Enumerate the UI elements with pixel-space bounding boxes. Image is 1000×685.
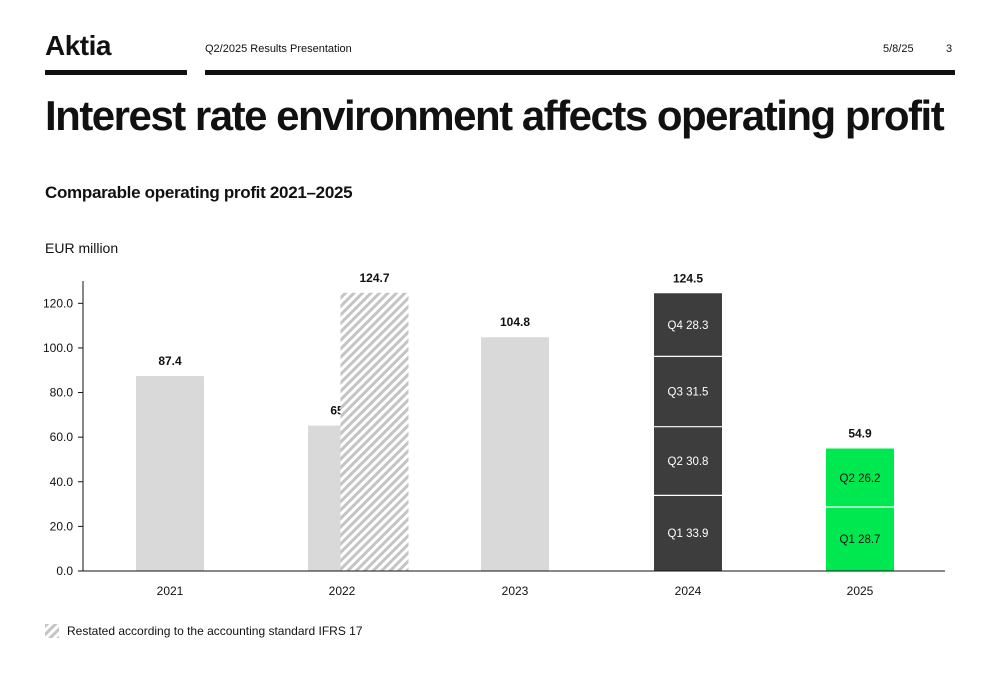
presentation-date: 5/8/25 [883, 43, 914, 55]
x-tick-label-2024: 2024 [675, 584, 702, 598]
total-label-2021-plain: 87.4 [158, 354, 182, 368]
total-label-2023-plain: 104.8 [500, 315, 530, 329]
segment-label-2024-3: Q4 28.3 [668, 320, 709, 332]
x-tick-label-2022: 2022 [329, 584, 356, 598]
bar-2023-plain-seg-0 [481, 337, 549, 571]
y-tick-label-5: 100.0 [43, 341, 73, 355]
segment-label-2025-0: Q1 28.7 [840, 534, 881, 546]
x-tick-label-2023: 2023 [502, 584, 529, 598]
total-label-2022-restated: 124.7 [359, 271, 389, 285]
axis-layer: 0.0 20.0 40.0 60.0 80.0 100.0 120.0 2021 2022 202… [43, 281, 945, 598]
segment-label-2024-2: Q3 31.5 [668, 387, 709, 399]
restated-hatch-swatch [45, 624, 59, 638]
header-rule-right [205, 70, 955, 75]
page-number: 3 [946, 43, 953, 55]
y-tick-label-1: 20.0 [50, 519, 74, 533]
bar-2025-green-seg-0 [826, 506, 894, 571]
y-tick-label-2: 40.0 [50, 475, 74, 489]
x-tick-label-2025: 2025 [847, 584, 874, 598]
chart-title: Comparable operating profit 2021–2025 [45, 183, 353, 202]
bar-2024-dark-seg-3 [654, 293, 722, 357]
total-label-2024-dark: 124.5 [673, 271, 703, 285]
presentation-title: Q2/2025 Results Presentation [205, 43, 352, 55]
bar-2021-plain-seg-0 [136, 376, 204, 571]
slide-headline: Interest rate environment affects operat… [45, 92, 945, 139]
y-tick-label-0: 0.0 [56, 564, 73, 578]
bar-2024-dark-seg-2 [654, 356, 722, 427]
header-rule-left [45, 70, 187, 75]
segment-label-2024-0: Q1 33.9 [668, 528, 709, 540]
bar-2025-green-seg-1 [826, 448, 894, 507]
bar-2024-dark-seg-1 [654, 426, 722, 496]
bar-2024-dark-seg-0 [654, 495, 722, 571]
y-axis-unit: EUR million [45, 240, 119, 256]
segment-label-2024-1: Q2 30.8 [668, 456, 709, 468]
bar-2022-restated-seg-0 [340, 292, 409, 571]
y-tick-label-3: 60.0 [50, 430, 74, 444]
legend: Restated according to the accounting sta… [45, 624, 363, 638]
x-tick-label-2021: 2021 [157, 584, 184, 598]
segment-label-2025-1: Q2 26.2 [840, 473, 881, 485]
total-label-2025-green: 54.9 [848, 427, 872, 441]
y-tick-label-6: 120.0 [43, 296, 73, 310]
y-tick-label-4: 80.0 [50, 386, 74, 400]
aktia-logo: Aktia [45, 30, 111, 61]
legend-label-restated: Restated according to the accounting sta… [67, 624, 363, 638]
